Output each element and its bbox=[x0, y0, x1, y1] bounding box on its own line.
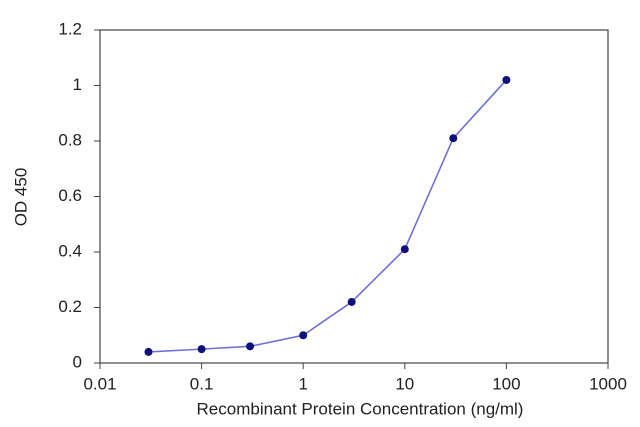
y-tick-label: 1.2 bbox=[58, 19, 82, 38]
data-point bbox=[502, 75, 511, 84]
data-point bbox=[246, 342, 255, 351]
x-axis-label: Recombinant Protein Concentration (ng/ml… bbox=[197, 399, 524, 418]
x-tick-label: 0.01 bbox=[83, 374, 116, 393]
x-tick-label: 100 bbox=[492, 374, 520, 393]
y-tick-label: 0.8 bbox=[58, 130, 82, 149]
y-tick-label: 0 bbox=[73, 352, 82, 371]
y-tick-label: 0.6 bbox=[58, 186, 82, 205]
plot-frame bbox=[99, 29, 609, 364]
data-point bbox=[400, 245, 409, 254]
data-point bbox=[299, 331, 308, 340]
x-tick-label: 1000 bbox=[589, 374, 627, 393]
x-tick-label: 10 bbox=[395, 374, 414, 393]
x-tick-label: 0.1 bbox=[190, 374, 214, 393]
y-tick-label: 0.4 bbox=[58, 241, 82, 260]
y-axis-label: OD 450 bbox=[11, 168, 30, 227]
x-tick-label: 1 bbox=[298, 374, 307, 393]
data-point bbox=[347, 297, 356, 306]
data-line bbox=[148, 79, 507, 353]
y-tick-label: 1 bbox=[73, 75, 82, 94]
data-point bbox=[197, 345, 206, 354]
data-point bbox=[449, 134, 458, 143]
data-point bbox=[144, 347, 153, 356]
y-tick-label: 0.2 bbox=[58, 297, 82, 316]
